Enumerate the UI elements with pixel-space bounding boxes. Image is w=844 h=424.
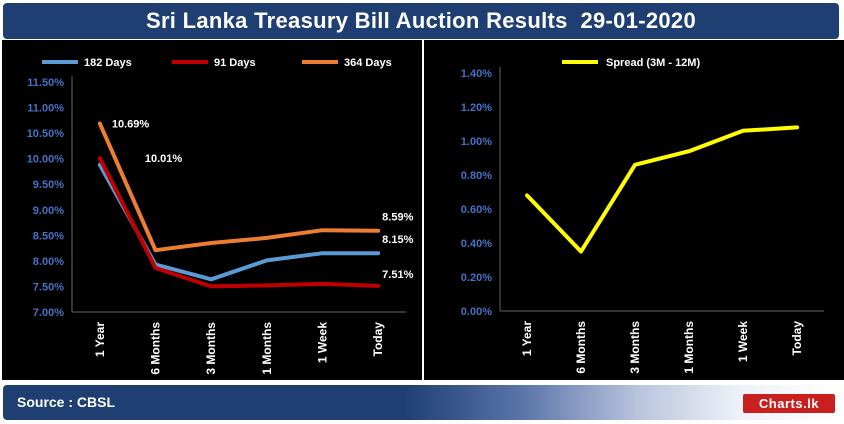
left-data-label: 10.01% — [145, 153, 183, 165]
left-xtick-label: 6 Months — [149, 322, 163, 375]
source-label: Source : CBSL — [17, 394, 116, 410]
left-data-label: 7.51% — [382, 269, 413, 281]
right-xtick-label: 3 Months — [628, 321, 642, 374]
left-ytick-label: 8.50% — [33, 230, 64, 242]
left-chart-panel: 7.00% 7.50% 8.00% 8.50% 9.00% 9.50% 10.00% 10.5… — [2, 40, 422, 380]
left-legend-label: 182 Days — [84, 57, 132, 69]
left-data-label: 8.59% — [382, 212, 413, 224]
right-ytick-label: 0.00% — [461, 306, 492, 318]
left-ytick-label: 11.00% — [27, 103, 64, 115]
left-ytick-label: 11.50% — [27, 77, 64, 89]
left-xtick-label: 3 Months — [204, 322, 218, 375]
right-xtick-label: 6 Months — [574, 321, 588, 374]
left-xtick-label: 1 Week — [316, 322, 330, 363]
left-data-label: 8.15% — [382, 234, 413, 246]
left-legend-label: 91 Days — [214, 57, 256, 69]
left-ytick-label: 7.50% — [33, 281, 64, 293]
left-ytick-label: 10.00% — [27, 154, 65, 166]
left-xtick-label: 1 Months — [260, 322, 274, 375]
title-bar: Sri Lanka Treasury Bill Auction Results … — [3, 3, 839, 39]
right-ytick-label: 1.20% — [461, 102, 492, 114]
right-ytick-label: 0.80% — [461, 170, 492, 182]
left-ytick-label: 7.00% — [33, 307, 64, 319]
right-ytick-label: 0.40% — [461, 238, 492, 250]
right-xtick-label: Today — [790, 321, 804, 356]
left-ytick-label: 9.50% — [33, 179, 64, 191]
right-xtick-label: 1 Week — [736, 321, 750, 362]
left-ytick-label: 8.00% — [33, 256, 64, 268]
right-ytick-label: 0.20% — [461, 272, 492, 284]
right-series-line-0 — [525, 125, 799, 254]
left-series-line-1 — [97, 156, 381, 289]
right-chart-svg: 0.00% 0.20% 0.40% 0.60% 0.80% 1.00% 1.20% 1.40%… — [461, 57, 824, 374]
left-data-label: 10.69% — [112, 118, 150, 130]
left-series-line-2 — [97, 121, 381, 253]
left-xtick-label: 1 Year — [93, 322, 107, 357]
right-chart-panel: 0.00% 0.20% 0.40% 0.60% 0.80% 1.00% 1.20% 1.40%… — [424, 40, 844, 380]
right-legend-label: Spread (3M - 12M) — [606, 57, 700, 69]
left-legend-label: 364 Days — [344, 57, 392, 69]
logo-text: Charts.lk — [758, 396, 820, 411]
left-ytick-label: 10.50% — [27, 128, 65, 140]
left-xtick-label: Today — [371, 322, 385, 357]
footer-bar: Source : CBSL Charts.lk — [3, 385, 839, 420]
chart-title: Sri Lanka Treasury Bill Auction Results … — [145, 8, 697, 33]
charts-lk-logo: Charts.lk — [743, 394, 835, 413]
right-ytick-label: 1.00% — [461, 136, 492, 148]
right-ytick-label: 0.60% — [461, 204, 492, 216]
right-ytick-label: 1.40% — [461, 68, 492, 80]
right-xtick-label: 1 Months — [682, 321, 696, 374]
left-chart-svg: 7.00% 7.50% 8.00% 8.50% 9.00% 9.50% 10.00% 10.5… — [27, 57, 414, 375]
left-ytick-label: 9.00% — [33, 205, 64, 217]
right-xtick-label: 1 Year — [520, 321, 534, 356]
